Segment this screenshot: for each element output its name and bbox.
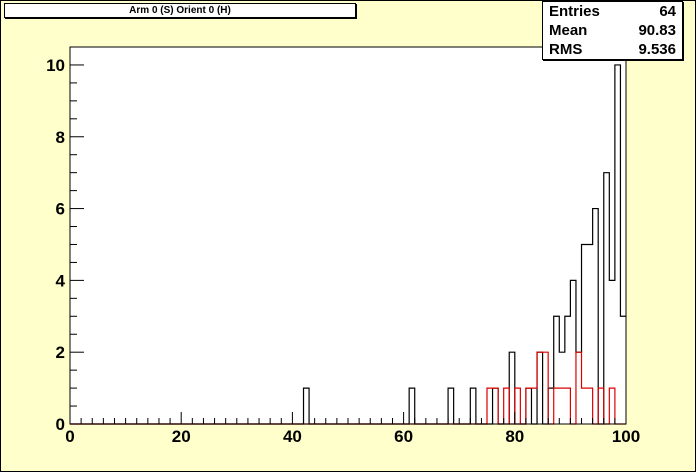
x-tick-label: 0 [65,427,74,446]
y-tick-label: 0 [56,415,65,434]
stat-value: 90.83 [638,22,676,39]
stat-value: 9.536 [638,41,676,58]
stat-rms: RMS 9.536 [543,40,682,59]
y-tick-label: 8 [56,128,65,147]
stat-entries: Entries 64 [543,2,682,21]
stat-label: RMS [549,41,583,58]
x-tick-label: 80 [505,427,524,446]
stat-label: Entries [549,3,600,20]
stat-value: 64 [659,3,676,20]
stat-label: Mean [549,22,588,39]
x-tick-label: 60 [394,427,413,446]
x-tick-label: 20 [172,427,191,446]
y-tick-label: 4 [56,271,66,290]
axes: 0 20 40 60 80 100 0 2 4 6 8 10 [46,46,640,446]
stat-mean: Mean 90.83 [543,21,682,40]
x-tick-label: 100 [612,427,640,446]
x-tick-label: 40 [283,427,302,446]
histogram-title: Arm 0 (S) Orient 0 (H) [4,3,356,18]
y-tick-label: 10 [46,56,65,75]
stats-box: Entries 64 Mean 90.83 RMS 9.536 [542,1,683,60]
y-tick-label: 2 [56,343,65,362]
plot-area [69,46,627,425]
y-tick-label: 6 [56,200,65,219]
